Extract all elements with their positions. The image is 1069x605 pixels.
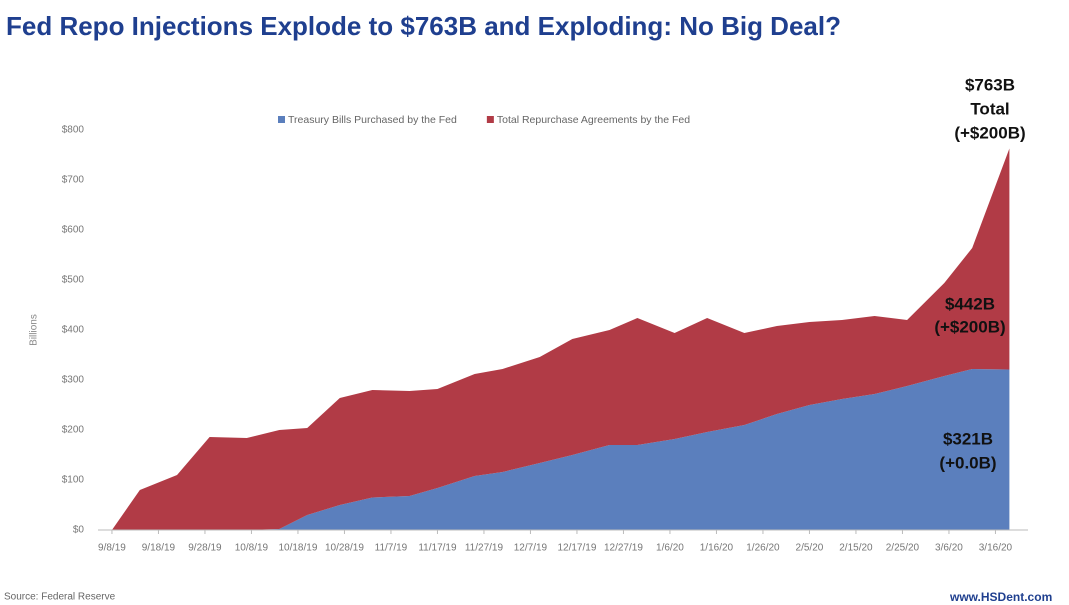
x-tick-label: 10/28/19 <box>325 543 364 554</box>
x-tick-label: 2/5/20 <box>796 543 824 554</box>
legend-label: Total Repurchase Agreements by the Fed <box>497 114 690 126</box>
x-tick-label: 1/6/20 <box>656 543 684 554</box>
x-tick-label: 1/16/20 <box>700 543 734 554</box>
x-tick-label: 11/17/19 <box>418 543 457 554</box>
x-tick-label: 3/16/20 <box>979 543 1013 554</box>
annotation: (+$200B) <box>934 317 1005 336</box>
legend-label: Treasury Bills Purchased by the Fed <box>288 114 457 126</box>
website: www.HSDent.com <box>949 590 1052 604</box>
x-tick-label: 12/27/19 <box>604 543 643 554</box>
x-tick-label: 9/18/19 <box>142 543 176 554</box>
y-tick-label: $0 <box>73 525 85 536</box>
legend: Treasury Bills Purchased by the Fed Total… <box>278 114 690 126</box>
y-tick-label: $500 <box>62 275 85 286</box>
y-tick-label: $100 <box>62 475 85 486</box>
annotation: $763B <box>965 75 1015 94</box>
annotation: $442B <box>945 294 995 313</box>
source: Source: Federal Reserve <box>4 592 116 603</box>
x-tick-label: 9/8/19 <box>98 543 126 554</box>
area <box>111 148 1010 530</box>
annotation: $321B <box>943 429 993 448</box>
plot: $0 $100 $200 $300 $400 $500 $600 $700 $800 9/8/19… <box>62 125 1028 554</box>
x-tick-label: 12/7/19 <box>514 543 548 554</box>
chart-title: Fed Repo Injections Explode to $763B and… <box>6 11 841 41</box>
legend-swatch <box>486 116 494 123</box>
y-tick-label: $700 <box>62 175 85 186</box>
y-tick-label: $600 <box>62 225 85 236</box>
x-tick-label: 2/15/20 <box>839 543 873 554</box>
y-tick-label: $800 <box>62 125 85 136</box>
x-tick-label: 3/6/20 <box>935 543 963 554</box>
x-tick-label: 10/8/19 <box>235 543 269 554</box>
y-axis-label: Billions <box>29 314 40 346</box>
x-tick-label: 2/25/20 <box>886 543 920 554</box>
x-tick-label: 12/17/19 <box>557 543 596 554</box>
x-tick-label: 1/26/20 <box>746 543 780 554</box>
x-tick-label: 11/7/19 <box>375 543 408 554</box>
y-tick-label: $300 <box>62 375 85 386</box>
area <box>111 369 1010 530</box>
x-tick-label: 11/27/19 <box>465 543 504 554</box>
x-tick-label: 9/28/19 <box>188 543 222 554</box>
y-tick-label: $200 <box>62 425 85 436</box>
legend-swatch <box>278 116 285 123</box>
annotation: Total <box>970 99 1009 118</box>
y-tick-label: $400 <box>62 325 85 336</box>
annotation: (+$200B) <box>954 123 1025 142</box>
x-tick-label: 10/18/19 <box>278 543 317 554</box>
annotation: (+0.0B) <box>939 453 996 472</box>
